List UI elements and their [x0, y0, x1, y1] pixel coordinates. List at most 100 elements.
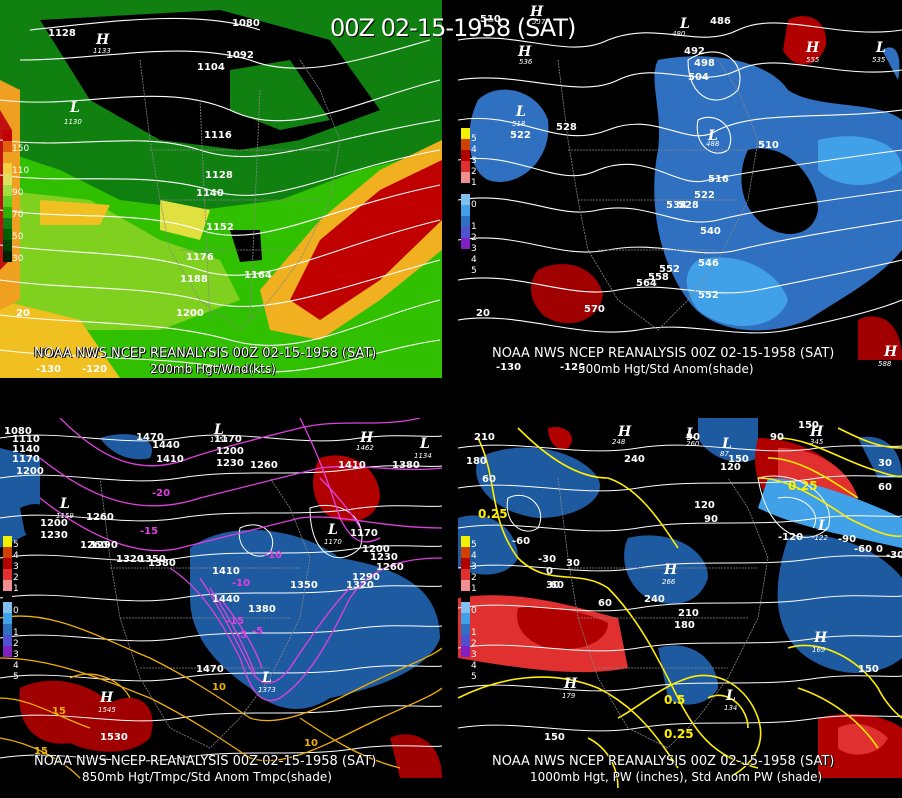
contour-label: 546: [698, 258, 719, 269]
lon-label: -130: [36, 364, 61, 375]
colorbar-label: 3: [471, 562, 477, 572]
low-center-letter: L: [817, 518, 828, 534]
colorbar-label: 0: [471, 606, 477, 616]
contour-label: 510: [480, 14, 501, 25]
center-value: 1159: [56, 512, 74, 520]
contour-label: 486: [710, 16, 731, 27]
contour-label: 552: [659, 264, 680, 275]
contour-label: 1410: [338, 460, 366, 471]
contour-label: -90: [838, 534, 856, 545]
caption-top: NOAA NWS NCEP REANALYSIS 00Z 02-15-1958 …: [34, 754, 377, 769]
temp-label: -15: [140, 526, 158, 537]
colorbar-label: 4: [471, 255, 477, 265]
center-value: 1462: [356, 444, 374, 452]
colorbar-label: 4: [13, 551, 19, 561]
contour-label: 1440: [152, 440, 180, 451]
high-center-letter: H: [617, 424, 632, 440]
contour-label: 30: [878, 458, 892, 469]
lon-label: -130: [496, 362, 521, 373]
contour-label: 1380: [148, 558, 176, 569]
contour-label: 1230: [40, 530, 68, 541]
contour-label: 1200: [40, 518, 68, 529]
high-center-letter: H: [563, 676, 578, 692]
high-center-letter: H: [95, 32, 110, 48]
temp-label: 15: [52, 706, 66, 717]
low-center-letter: L: [679, 16, 690, 32]
contour-label: 1080: [4, 426, 32, 437]
contour-label: 1200: [16, 466, 44, 477]
contour-label: -30: [886, 550, 902, 561]
contour-label: 1188: [180, 274, 208, 285]
low-center-letter: L: [875, 40, 886, 56]
low-center-letter: L: [419, 436, 430, 452]
contour-label: 1110: [12, 434, 40, 445]
center-value: 1170: [324, 538, 342, 546]
center-value: 588: [878, 360, 892, 368]
contour-label: 30: [546, 580, 560, 591]
contour-label: 90: [686, 432, 700, 443]
contour-label: 498: [694, 58, 715, 69]
colorbar-label: 3: [471, 650, 477, 660]
contour-label: 1410: [156, 454, 184, 465]
colorbar-label: 2: [471, 167, 477, 177]
caption-bottom: 200mb Hgt/Wnd(kts): [150, 362, 276, 376]
contour-label: 30: [566, 558, 580, 569]
caption-top: NOAA NWS NCEP REANALYSIS 00Z 02-15-1958 …: [492, 346, 835, 361]
contour-label: 1104: [197, 62, 225, 73]
pw-label: 0.25: [478, 507, 508, 521]
contour-label: 492: [684, 46, 705, 57]
colorbar-label: 4: [13, 661, 19, 671]
colorbar-label: 4: [471, 551, 477, 561]
contour-label: 540: [700, 226, 721, 237]
high-center-letter: H: [359, 430, 374, 446]
colorbar-label: 1: [471, 222, 477, 232]
contour-label: -120: [778, 532, 803, 543]
caption-top: NOAA NWS NCEP REANALYSIS 00Z 02-15-1958 …: [492, 754, 835, 769]
temp-label: -5: [252, 626, 263, 637]
contour-label: 1200: [176, 308, 204, 319]
low-center-letter: L: [685, 426, 696, 442]
contour-label: 150: [544, 732, 565, 743]
contour-label: 510: [758, 140, 779, 151]
colorbar-label: 5: [471, 672, 477, 682]
contour-label: 522: [694, 190, 715, 201]
temp-label: -10: [232, 578, 250, 589]
temp-label: 15: [34, 746, 48, 757]
contour-label: 528: [556, 122, 577, 133]
colorbar-label: 90: [12, 188, 24, 198]
colorbar-label: 110: [12, 166, 30, 176]
contour-label: 60: [598, 598, 612, 609]
high-center-letter: H: [813, 630, 828, 646]
contour-label: 534: [666, 200, 687, 211]
contour-label: 1290: [352, 572, 380, 583]
contour-label: -60: [512, 536, 530, 547]
contour-label: 1200: [216, 446, 244, 457]
pw-label: 0.25: [788, 479, 818, 493]
center-value: 537: [532, 18, 546, 26]
low-center-letter: L: [213, 422, 224, 438]
center-value: 1373: [258, 686, 276, 694]
contour-label: 210: [678, 608, 699, 619]
colorbar-label: 5: [13, 540, 19, 550]
contour-label: 558: [648, 272, 669, 283]
contour-label: 1260: [250, 460, 278, 471]
contour-label: 552: [698, 290, 719, 301]
colorbar-label: 5: [471, 134, 477, 144]
panel-200mb-map: 1080 1092 1104 1116 1128 1128 1140 1152 …: [0, 0, 442, 378]
low-center-letter: L: [721, 436, 732, 452]
contour-label: 1260: [80, 540, 108, 551]
contour-label: 1164: [244, 270, 272, 281]
high-center-letter: H: [529, 4, 544, 20]
contour-label: -30: [538, 554, 556, 565]
colorbar-label: 3: [13, 562, 19, 572]
colorbar-label: 3: [471, 244, 477, 254]
contour-label: 60: [878, 482, 892, 493]
lon-label: -120: [82, 364, 107, 375]
colorbar-label: 1: [13, 628, 19, 638]
contour-label: 1080: [232, 18, 260, 29]
colorbar-label: 4: [471, 145, 477, 155]
colorbar-label: 0: [13, 606, 19, 616]
contour-label: 1410: [212, 566, 240, 577]
colorbar-wind: [3, 130, 12, 262]
contour-label: -60: [854, 544, 872, 555]
